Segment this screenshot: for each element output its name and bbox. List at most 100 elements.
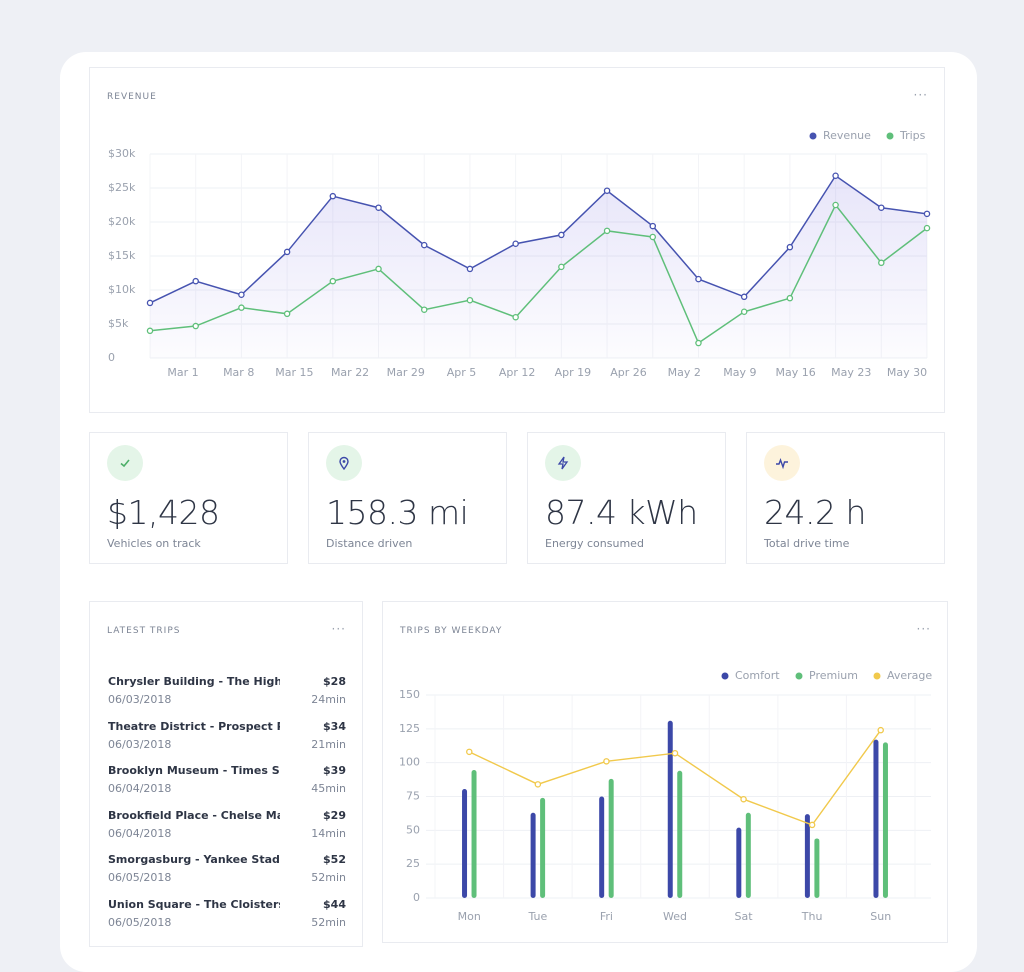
point — [192, 322, 199, 330]
bar — [882, 742, 888, 898]
point — [649, 222, 657, 230]
x-tick-label: Fri — [600, 910, 613, 923]
icon — [107, 445, 143, 481]
y-tick-label: 75 — [406, 790, 420, 803]
legend-label: Revenue — [823, 129, 871, 142]
stat-card: 158.3 mi Distance driven — [308, 432, 507, 564]
trip-name: Brooklyn Museum - Times Squa — [108, 764, 280, 777]
point — [695, 275, 702, 283]
x-tick-label: Mar 8 — [223, 366, 254, 379]
bar — [608, 778, 614, 898]
point — [466, 265, 474, 273]
stat-card: 87.4 kWh Energy consumed — [527, 432, 726, 564]
x-tick-label: Mar 15 — [275, 366, 313, 379]
trip-date: 06/03/2018 — [108, 737, 172, 751]
point — [740, 795, 747, 803]
y-tick-label: $5k — [108, 317, 129, 330]
point — [671, 749, 679, 757]
y-tick-label: $25k — [108, 181, 136, 194]
bar — [745, 812, 751, 898]
stat-card: 24.2 h Total drive time — [746, 432, 945, 564]
line — [149, 174, 928, 304]
stat-label: Distance driven — [326, 537, 413, 550]
trip-name: Union Square - The Cloisters — [108, 897, 280, 911]
menu[interactable]: ··· — [331, 622, 346, 636]
point — [878, 204, 885, 211]
trip-row[interactable]: Chrysler Building - The High Lin $28 06/03… — [108, 675, 346, 711]
legend-marker — [809, 132, 817, 140]
weekday-chart: 0 25 50 75 100 125 150 Mon Tue Fri Wed Sat Thu Sun Com… — [399, 669, 932, 923]
trip-name: Chrysler Building - The High Lin — [108, 675, 280, 688]
x-tick-label: Apr 19 — [555, 366, 592, 379]
trip-row[interactable]: Brooklyn Museum - Times Squa $39 06/04/201… — [108, 764, 346, 800]
stat-label: Total drive time — [764, 537, 850, 550]
point — [512, 313, 519, 321]
point — [192, 277, 199, 285]
legend-marker — [886, 132, 894, 140]
point — [786, 243, 794, 251]
point — [832, 172, 839, 180]
icon — [545, 445, 581, 481]
point — [558, 231, 565, 239]
menu[interactable]: ··· — [916, 622, 931, 636]
x-tick-label: May 30 — [887, 366, 927, 379]
trip-date: 06/03/2018 — [108, 693, 172, 706]
trip-row[interactable]: Theatre District - Prospect Parl $34 06/03… — [108, 720, 346, 756]
latest-trips-card: LATEST TRIPS ··· Chrysler Building - The… — [89, 601, 363, 947]
point — [786, 294, 794, 302]
x-tick-label: Sat — [735, 910, 754, 923]
trip-name: Brookfield Place - Chelse Marke — [108, 808, 280, 822]
point — [808, 821, 816, 829]
y-tick-label: $20k — [108, 215, 136, 228]
point — [695, 339, 702, 347]
y-tick-label: 0 — [108, 351, 115, 364]
trip-price: $52 — [323, 853, 346, 866]
x-tick-label: May 16 — [775, 366, 815, 379]
trip-price: $34 — [323, 719, 346, 733]
point — [420, 306, 428, 313]
trip-row[interactable]: Union Square - The Cloisters $44 06/05/201… — [108, 898, 346, 934]
stat-value: 87.4 kWh — [545, 493, 698, 532]
menu[interactable]: ··· — [913, 88, 928, 102]
trip-row[interactable]: Smorgasburg - Yankee Stadium $52 06/05/201… — [108, 853, 346, 889]
trip-name: Theatre District - Prospect Parl — [108, 719, 280, 733]
card-title: REVENUE — [107, 92, 157, 102]
line — [468, 729, 882, 826]
stat-value: 158.3 mi — [326, 493, 469, 532]
y-tick-label: $15k — [108, 249, 136, 262]
y-tick-label: 125 — [399, 722, 420, 735]
trip-dur: 14min — [311, 826, 346, 840]
point — [238, 291, 245, 299]
trip-dur: 45min — [311, 782, 346, 795]
y-tick-label: 25 — [406, 857, 420, 870]
weekday-card: TRIPS BY WEEKDAY ··· 0 25 50 75 100 125 150 Mon… — [382, 601, 948, 943]
trip-dur: 52min — [311, 915, 346, 929]
trip-date: 06/04/2018 — [108, 782, 172, 795]
y-tick-label: 150 — [399, 688, 420, 701]
point — [283, 248, 291, 256]
trip-date: 06/05/2018 — [108, 915, 172, 929]
revenue-card: REVENUE ··· 0 $5k $10k $15k $20k $25k $30k Mar … — [89, 67, 945, 413]
point — [283, 310, 291, 318]
legend-marker — [721, 672, 729, 680]
trip-name: Smorgasburg - Yankee Stadium — [108, 853, 280, 866]
bar — [804, 814, 810, 898]
point — [649, 233, 657, 241]
stat-card: $1,428 Vehicles on track — [89, 432, 288, 564]
x-tick-label: Thu — [801, 910, 823, 923]
trip-date: 06/04/2018 — [108, 826, 172, 840]
trip-row[interactable]: Brookfield Place - Chelse Marke $29 06/04/… — [108, 809, 346, 845]
bar — [873, 739, 879, 898]
stat-label: Energy consumed — [545, 537, 644, 550]
point — [923, 224, 931, 232]
point — [832, 201, 839, 209]
trip-dur: 52min — [311, 871, 346, 884]
revenue-chart: 0 $5k $10k $15k $20k $25k $30k Mar 1 Mar 8 Mar 15… — [108, 129, 931, 379]
x-tick-label: May 2 — [668, 366, 701, 379]
point — [329, 192, 337, 200]
point — [238, 304, 245, 311]
bar — [462, 789, 468, 898]
x-tick-label: Wed — [663, 910, 687, 923]
trip-dur: 24min — [311, 693, 346, 706]
trip-price: $39 — [323, 764, 346, 777]
